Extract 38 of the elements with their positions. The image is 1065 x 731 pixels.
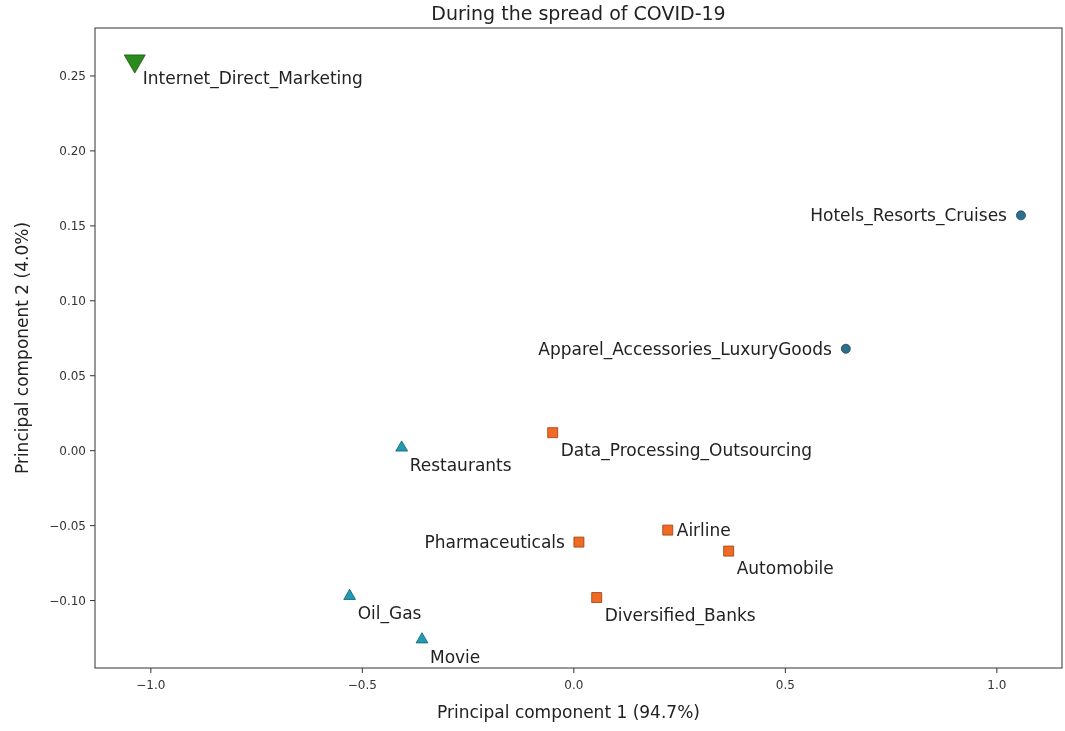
chart-title: During the spread of COVID-19 — [431, 2, 726, 24]
annotation: Apparel_Accessories_LuxuryGoods — [538, 338, 832, 360]
y-tick-label: 0.00 — [59, 443, 86, 458]
annotation: Pharmaceuticals — [424, 532, 566, 553]
point — [1016, 210, 1026, 221]
y-tick-label: 0.10 — [59, 293, 86, 308]
point — [547, 427, 559, 439]
x-tick-label: 0.5 — [775, 678, 795, 692]
x-tick-label: −1.0 — [136, 678, 166, 692]
y-tick-label: −0.05 — [49, 518, 86, 533]
point — [415, 632, 429, 644]
annotation: Data_Processing_Outsourcing — [560, 439, 813, 461]
point — [840, 343, 851, 354]
annotation: Restaurants — [409, 454, 512, 475]
point — [343, 588, 356, 600]
y-tick-label: 0.20 — [59, 144, 86, 159]
annotation: Diversified_Banks — [604, 604, 756, 626]
annotation: Hotels_Resorts_Cruises — [810, 205, 1008, 227]
y-axis-title: Principal component 2 (4.0%) — [12, 221, 32, 475]
annotation: Internet_Direct_Marketing — [142, 67, 363, 89]
y-tick-label: 0.05 — [59, 368, 86, 383]
annotation: Airline — [676, 520, 731, 541]
x-axis-title: Principal component 1 (94.7%) — [437, 702, 700, 722]
y-tick-label: 0.15 — [59, 219, 86, 234]
annotation: Automobile — [736, 558, 834, 579]
point — [395, 440, 408, 452]
y-tick-label: 0.25 — [59, 69, 86, 84]
x-tick-label: −0.5 — [347, 678, 377, 692]
point — [723, 545, 735, 557]
point — [591, 592, 603, 603]
x-tick-label: 0.0 — [564, 678, 584, 692]
point — [573, 536, 585, 548]
point — [662, 524, 674, 536]
annotation: Oil_Gas — [357, 603, 422, 625]
point — [123, 54, 146, 74]
annotation: Movie — [429, 646, 481, 667]
x-tick-label: 1.0 — [987, 678, 1007, 692]
y-tick-label: −0.10 — [49, 593, 86, 608]
